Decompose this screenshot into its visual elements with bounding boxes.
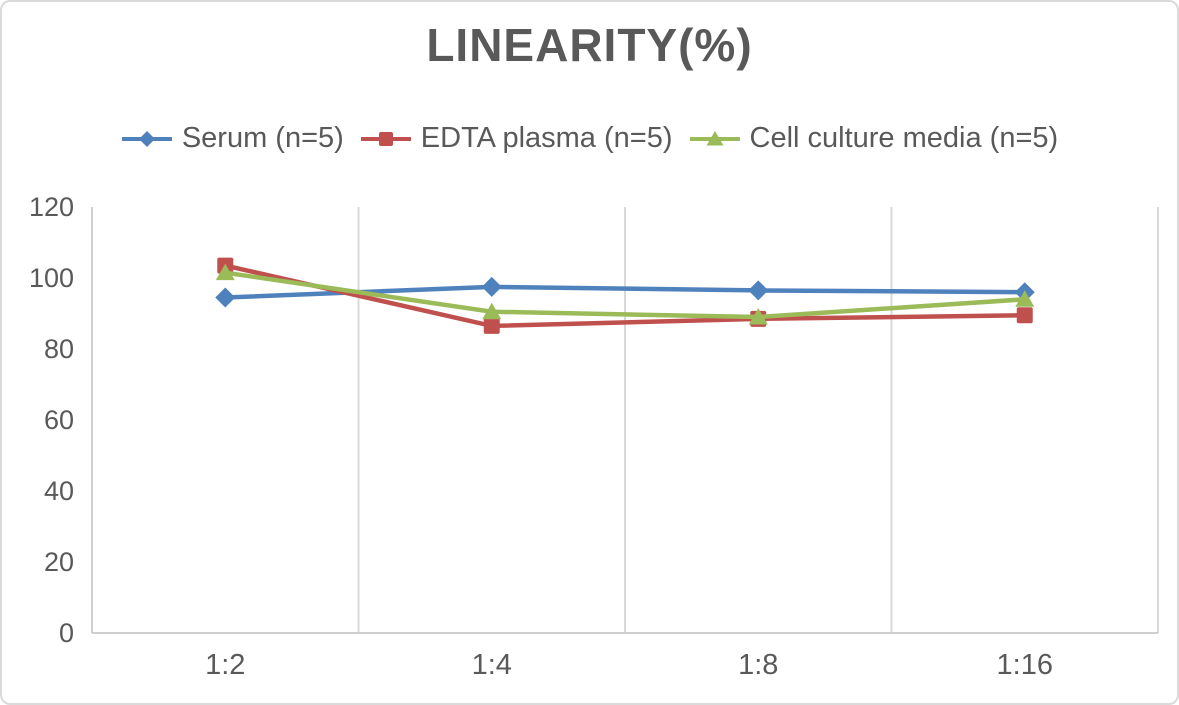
diamond-marker-point (1014, 282, 1035, 303)
square-marker-point (483, 317, 500, 334)
diamond-marker-point (481, 276, 502, 297)
square-legend-marker-icon (378, 131, 393, 146)
y-tick-label: 40 (44, 476, 74, 506)
series-line-2 (224, 270, 1025, 320)
diamond-legend-icon (121, 130, 172, 147)
diamond-marker-point (748, 280, 769, 301)
legend-label-1: EDTA plasma (n=5) (420, 122, 673, 154)
x-category-label: 1:2 (205, 649, 245, 681)
legend: Serum (n=5) EDTA plasma (n=5) Cell culture… (2, 122, 1177, 155)
diamond-legend-marker-icon (138, 130, 155, 147)
series-line-0 (225, 284, 1025, 300)
legend-item-0: Serum (n=5) (121, 122, 344, 155)
square-marker-point (1016, 307, 1033, 324)
legend-label-0: Serum (n=5) (181, 122, 344, 154)
chart-title: LINEARITY(%) (426, 19, 753, 71)
square-marker-point (217, 257, 234, 274)
square-legend-icon (360, 131, 411, 146)
x-category-label: 1:16 (997, 649, 1053, 681)
diamond-marker-point (215, 287, 236, 308)
y-tick-label: 20 (44, 547, 74, 577)
square-marker-point (750, 310, 767, 327)
triangle-legend-marker-icon (706, 130, 723, 145)
triangle-marker-point (748, 308, 768, 325)
y-tick-label: 100 (29, 263, 74, 293)
legend-label-2: Cell culture media (n=5) (749, 122, 1059, 154)
x-category-label: 1:4 (472, 649, 512, 681)
y-tick-label: 0 (59, 618, 74, 648)
legend-item-2: Cell culture media (n=5) (689, 122, 1059, 155)
x-category-label: 1:8 (738, 649, 778, 681)
series-triangle (215, 263, 1035, 325)
y-tick-label: 120 (29, 192, 74, 222)
legend-item-1: EDTA plasma (n=5) (360, 122, 673, 155)
triangle-marker-point (1015, 290, 1035, 307)
series-square (217, 257, 1033, 334)
triangle-legend-icon (689, 130, 740, 145)
y-tick-label: 80 (44, 334, 74, 364)
series-line-1 (224, 263, 1025, 329)
y-tick-label: 60 (44, 405, 74, 435)
series-diamond (215, 276, 1035, 308)
triangle-marker-point (215, 263, 235, 281)
triangle-marker-point (482, 302, 502, 320)
